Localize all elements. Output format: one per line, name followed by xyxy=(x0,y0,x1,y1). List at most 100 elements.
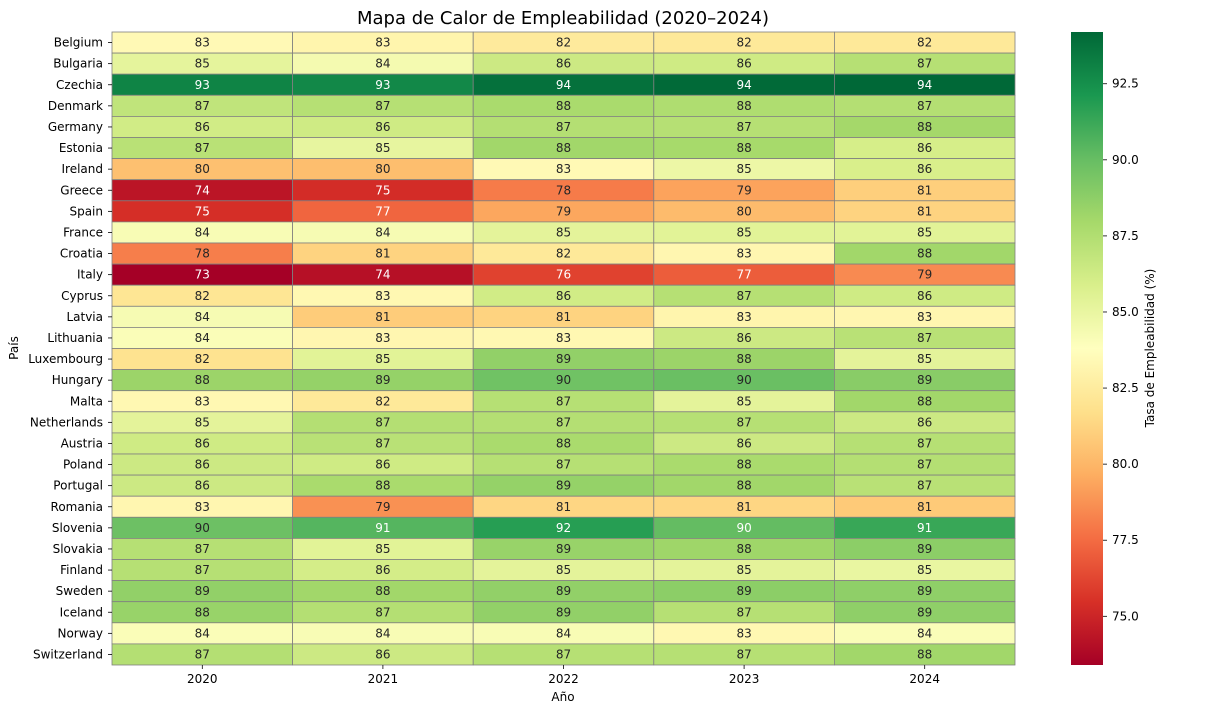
cell-value-label: 85 xyxy=(556,563,571,577)
y-tick-label: Sweden xyxy=(56,584,103,598)
cell-value-label: 85 xyxy=(917,225,932,239)
cell-value-label: 85 xyxy=(195,57,210,71)
cell-value-label: 89 xyxy=(917,373,932,387)
cell-value-label: 89 xyxy=(556,352,571,366)
cell-value-label: 83 xyxy=(736,247,751,261)
y-tick-label: Finland xyxy=(60,563,103,577)
cell-value-label: 88 xyxy=(195,373,210,387)
cell-value-label: 90 xyxy=(195,521,210,535)
cell-value-label: 84 xyxy=(375,225,390,239)
cell-value-label: 86 xyxy=(195,479,210,493)
cell-value-label: 87 xyxy=(736,605,751,619)
cell-value-label: 89 xyxy=(375,373,390,387)
cell-value-label: 87 xyxy=(195,647,210,661)
cell-value-label: 86 xyxy=(375,120,390,134)
cell-value-label: 89 xyxy=(917,542,932,556)
cell-value-label: 80 xyxy=(195,162,210,176)
y-tick-label: Ireland xyxy=(61,162,103,176)
cell-value-label: 83 xyxy=(195,36,210,50)
cell-value-label: 89 xyxy=(917,605,932,619)
colorbar-tick-label: 85.0 xyxy=(1112,305,1139,319)
cell-value-label: 89 xyxy=(556,605,571,619)
cell-value-label: 84 xyxy=(556,626,571,640)
cell-value-label: 87 xyxy=(195,99,210,113)
cell-value-label: 81 xyxy=(375,310,390,324)
cell-value-label: 87 xyxy=(736,120,751,134)
y-tick-label: Germany xyxy=(48,120,103,134)
cell-value-label: 82 xyxy=(736,36,751,50)
cell-value-label: 80 xyxy=(736,204,751,218)
cell-value-label: 81 xyxy=(917,183,932,197)
cell-value-label: 79 xyxy=(917,268,932,282)
cell-value-label: 79 xyxy=(556,204,571,218)
cell-value-label: 91 xyxy=(375,521,390,535)
colorbar-tick-label: 82.5 xyxy=(1112,381,1139,395)
cell-value-label: 93 xyxy=(195,78,210,92)
cell-value-label: 84 xyxy=(375,626,390,640)
cell-value-label: 89 xyxy=(736,584,751,598)
cell-value-label: 87 xyxy=(195,141,210,155)
x-axis-title: Año xyxy=(551,690,574,704)
cell-value-label: 83 xyxy=(556,162,571,176)
cell-value-label: 86 xyxy=(375,647,390,661)
cell-value-label: 86 xyxy=(375,458,390,472)
cell-value-label: 86 xyxy=(917,141,932,155)
cell-value-label: 88 xyxy=(736,352,751,366)
colorbar: 75.0 77.5 80.0 82.5 85.0 87.5 90.0 92.5 xyxy=(1071,32,1139,665)
y-tick-label: Slovenia xyxy=(52,521,103,535)
cell-value-label: 87 xyxy=(556,647,571,661)
cell-value-label: 79 xyxy=(375,500,390,514)
y-tick-label: Spain xyxy=(69,204,103,218)
cell-value-label: 88 xyxy=(736,479,751,493)
cell-value-label: 83 xyxy=(195,394,210,408)
colorbar-tick-label: 87.5 xyxy=(1112,229,1139,243)
cell-value-label: 88 xyxy=(556,99,571,113)
cell-value-label: 86 xyxy=(556,289,571,303)
cell-value-label: 80 xyxy=(375,162,390,176)
y-tick-label: Iceland xyxy=(60,605,103,619)
cell-value-label: 86 xyxy=(917,289,932,303)
colorbar-title: Tasa de Empleabilidad (%) xyxy=(1143,269,1157,429)
cell-value-label: 87 xyxy=(917,436,932,450)
cell-value-label: 74 xyxy=(375,268,390,282)
cell-value-label: 85 xyxy=(917,563,932,577)
cell-value-label: 87 xyxy=(556,458,571,472)
cell-value-label: 75 xyxy=(375,183,390,197)
cell-value-label: 88 xyxy=(917,394,932,408)
y-tick-label: Austria xyxy=(61,436,103,450)
cell-value-label: 91 xyxy=(917,521,932,535)
heatmap-cells: 83 83 82 82 82 85 84 86 86 87 93 93 94 94 94 87 87 88 88 87… xyxy=(111,31,1016,666)
y-tick-label: Romania xyxy=(51,500,103,514)
cell-value-label: 87 xyxy=(556,394,571,408)
colorbar-tick-label: 77.5 xyxy=(1112,533,1139,547)
colorbar-tick-label: 90.0 xyxy=(1112,153,1139,167)
cell-value-label: 86 xyxy=(556,57,571,71)
y-tick-label: Netherlands xyxy=(30,415,103,429)
y-tick-label: Cyprus xyxy=(61,289,103,303)
cell-value-label: 86 xyxy=(736,331,751,345)
cell-value-label: 86 xyxy=(195,120,210,134)
cell-value-label: 84 xyxy=(195,331,210,345)
cell-value-label: 82 xyxy=(556,36,571,50)
cell-value-label: 87 xyxy=(917,331,932,345)
cell-value-label: 86 xyxy=(736,57,751,71)
cell-value-label: 81 xyxy=(556,310,571,324)
cell-value-label: 81 xyxy=(917,500,932,514)
cell-value-label: 83 xyxy=(375,36,390,50)
cell-value-label: 92 xyxy=(556,521,571,535)
y-tick-label: Denmark xyxy=(48,99,103,113)
cell-value-label: 84 xyxy=(375,57,390,71)
cell-value-label: 85 xyxy=(195,415,210,429)
cell-value-label: 85 xyxy=(736,225,751,239)
y-tick-label: Italy xyxy=(77,268,103,282)
cell-value-label: 77 xyxy=(375,204,390,218)
chart-title: Mapa de Calor de Empleabilidad (2020–202… xyxy=(357,8,769,29)
cell-value-label: 83 xyxy=(736,626,751,640)
y-tick-label: Switzerland xyxy=(33,647,103,661)
cell-value-label: 87 xyxy=(375,99,390,113)
colorbar-tick-label: 75.0 xyxy=(1112,609,1139,623)
cell-value-label: 76 xyxy=(556,268,571,282)
cell-value-label: 84 xyxy=(195,225,210,239)
cell-value-label: 85 xyxy=(375,141,390,155)
